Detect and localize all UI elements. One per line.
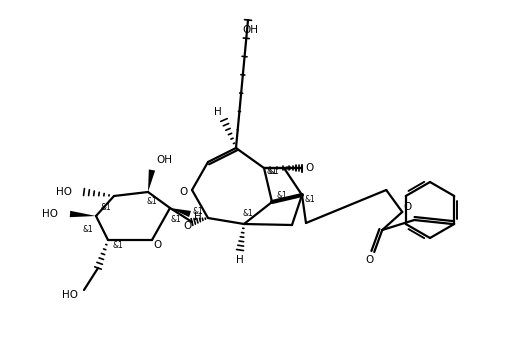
Polygon shape <box>148 169 155 192</box>
Text: H: H <box>194 212 202 222</box>
Text: H: H <box>236 255 244 265</box>
Text: HO: HO <box>56 187 72 197</box>
Text: &1: &1 <box>305 196 315 204</box>
Text: O: O <box>179 187 187 197</box>
Text: &1: &1 <box>269 168 279 176</box>
Text: &1: &1 <box>101 203 111 212</box>
Text: OH: OH <box>242 25 258 35</box>
Text: &1: &1 <box>267 168 277 176</box>
Text: &1: &1 <box>113 241 123 251</box>
Text: O: O <box>154 240 162 250</box>
Text: HO: HO <box>42 209 58 219</box>
Text: &1: &1 <box>192 208 203 217</box>
Text: O: O <box>365 255 373 265</box>
Text: &1: &1 <box>147 197 158 206</box>
Text: OH: OH <box>156 155 172 165</box>
Polygon shape <box>70 211 96 217</box>
Text: &1: &1 <box>243 210 253 218</box>
Text: &1: &1 <box>83 225 94 234</box>
Polygon shape <box>170 208 191 217</box>
Text: H: H <box>214 107 222 117</box>
Text: &1: &1 <box>171 216 181 224</box>
Text: O: O <box>403 202 411 212</box>
Text: O: O <box>183 221 191 231</box>
Text: HO: HO <box>62 290 78 300</box>
Text: &1: &1 <box>277 191 288 201</box>
Text: O: O <box>306 163 314 173</box>
